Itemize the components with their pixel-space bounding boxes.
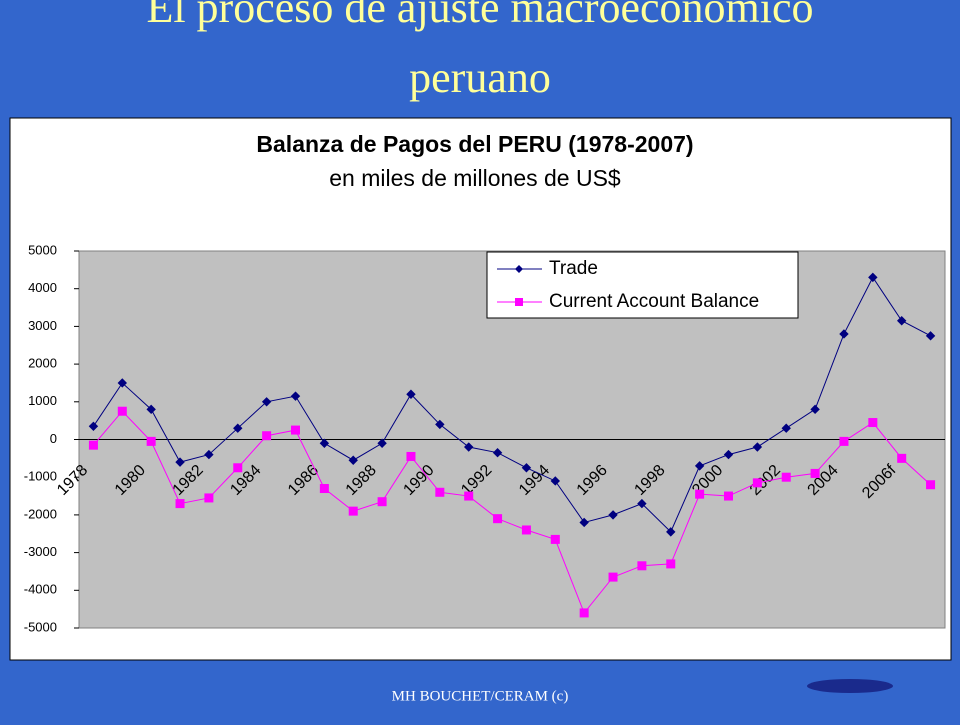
point — [204, 449, 214, 460]
point — [319, 438, 330, 448]
point — [868, 272, 878, 283]
point — [233, 423, 243, 433]
point — [348, 506, 358, 516]
point — [175, 499, 185, 509]
point — [88, 440, 98, 450]
point — [175, 457, 185, 467]
point — [435, 419, 445, 430]
point — [752, 442, 763, 452]
point — [406, 389, 416, 399]
point — [146, 404, 156, 415]
point — [926, 480, 936, 490]
point — [724, 491, 733, 501]
legend-marker — [515, 265, 523, 273]
point — [810, 468, 820, 478]
chart-title: Balanza de Pagos del PERU (1978-2007) — [256, 131, 693, 157]
point — [839, 329, 849, 339]
point — [261, 397, 272, 407]
y-tick-label: -3000 — [24, 544, 57, 559]
point — [579, 517, 589, 528]
point — [550, 476, 561, 486]
legend-label: Trade — [549, 258, 598, 279]
point — [88, 421, 99, 432]
point — [896, 316, 907, 326]
y-tick-label: -2000 — [24, 506, 57, 521]
point — [637, 561, 647, 571]
point — [233, 463, 243, 473]
legend-box — [486, 251, 799, 319]
point — [868, 418, 878, 428]
point — [290, 391, 301, 401]
point — [377, 438, 387, 448]
point — [608, 510, 618, 520]
chart-subtitle: en miles de millones de US$ — [329, 165, 621, 191]
series-line — [93, 410, 931, 614]
y-tick-label: -1000 — [24, 469, 57, 484]
point — [521, 525, 531, 535]
point — [723, 449, 734, 460]
point — [695, 489, 705, 499]
point — [637, 498, 647, 509]
point — [925, 331, 936, 341]
point — [348, 455, 358, 465]
decoration — [807, 679, 893, 693]
y-tick-label: 1000 — [28, 393, 57, 408]
y-tick-label: 3000 — [28, 318, 57, 333]
slide-title: El proceso de ajuste macroeconomico perua… — [146, 0, 813, 102]
point — [291, 425, 300, 435]
y-tick-label: -5000 — [24, 619, 57, 634]
point — [579, 608, 589, 618]
series-line — [93, 276, 931, 533]
point — [319, 484, 329, 494]
point — [781, 423, 791, 433]
point — [839, 436, 849, 446]
legend-label: Current Account Balance — [549, 291, 759, 312]
point — [377, 497, 387, 507]
point — [492, 447, 503, 458]
point — [608, 572, 618, 582]
point — [406, 451, 416, 461]
point — [493, 514, 503, 524]
point — [463, 442, 474, 452]
point — [666, 559, 676, 569]
point — [117, 406, 127, 416]
point — [262, 431, 272, 441]
point — [435, 487, 445, 497]
point — [810, 404, 820, 415]
y-tick-label: 4000 — [28, 280, 57, 295]
point — [897, 453, 907, 463]
y-tick-label: -4000 — [24, 582, 57, 597]
point — [781, 472, 791, 482]
point — [550, 534, 560, 544]
point — [666, 527, 676, 537]
point — [752, 478, 762, 488]
point — [117, 378, 128, 388]
point — [204, 493, 214, 503]
y-tick-label: 2000 — [28, 356, 57, 371]
point — [464, 491, 474, 501]
legend-marker — [515, 298, 523, 306]
y-tick-label: 5000 — [28, 242, 57, 257]
footer: MH BOUCHET/CERAM (c) — [392, 688, 569, 704]
point — [521, 463, 532, 473]
point — [146, 436, 156, 446]
y-tick-label: 0 — [50, 431, 57, 446]
point — [694, 461, 705, 471]
